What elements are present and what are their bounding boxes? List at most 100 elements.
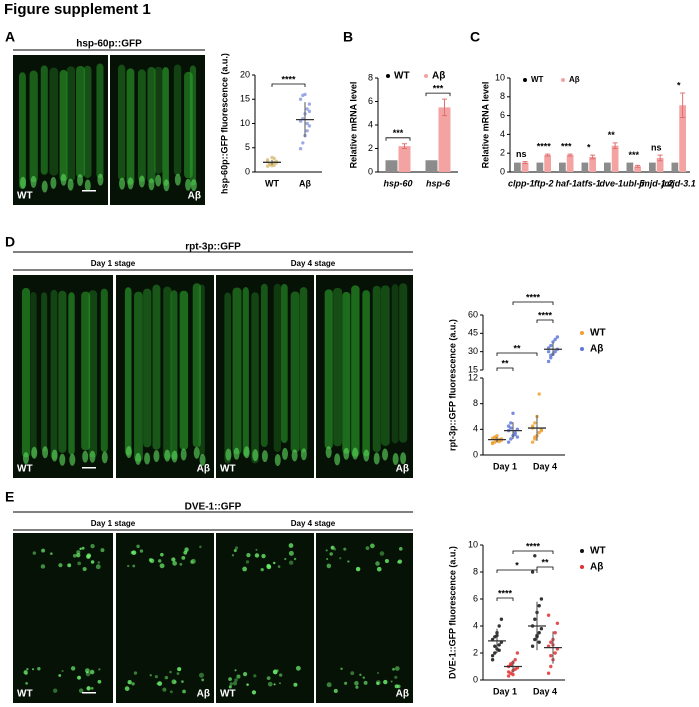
- nucleus: [288, 550, 294, 556]
- worm: [58, 290, 67, 453]
- significance-bracket: [536, 566, 554, 570]
- error-bar: [402, 143, 407, 149]
- panel-label: A: [5, 29, 15, 45]
- x-tick-label: Aβ: [299, 178, 311, 188]
- worm: [137, 69, 146, 182]
- worm-head: [334, 453, 341, 466]
- nucleus: [379, 551, 385, 556]
- nucleus: [260, 567, 264, 572]
- data-point: [272, 163, 276, 167]
- worm-head: [125, 446, 132, 459]
- data-point: [298, 147, 303, 151]
- worm: [59, 69, 68, 182]
- nucleus: [273, 683, 276, 686]
- y-tick-label: 5: [245, 142, 250, 152]
- y-tick-label: 0: [473, 449, 478, 459]
- legend-marker: [580, 549, 584, 553]
- worm: [232, 287, 242, 455]
- nucleus: [245, 560, 250, 564]
- scale-bar: [82, 692, 96, 694]
- data-point: [497, 624, 501, 628]
- worm-head: [148, 178, 155, 191]
- nucleus: [375, 561, 380, 566]
- worm: [280, 283, 288, 444]
- worm: [170, 290, 178, 460]
- worm-head: [153, 449, 160, 462]
- data-point: [490, 441, 495, 445]
- nucleus: [228, 685, 232, 689]
- worm-head: [41, 180, 48, 193]
- image-label: WT: [17, 464, 33, 475]
- x-tick-label: WT: [265, 178, 279, 188]
- data-point: [513, 432, 517, 437]
- data-point: [506, 674, 511, 678]
- worm: [68, 292, 75, 455]
- worm: [173, 64, 182, 176]
- significance-bracket: [271, 83, 306, 87]
- data-point: [530, 644, 535, 648]
- nucleus: [347, 560, 350, 563]
- error-bar: [545, 153, 551, 157]
- y-tick-label: 12: [468, 372, 478, 382]
- worm-head: [180, 448, 187, 461]
- nucleus: [288, 560, 294, 565]
- data-point: [515, 435, 520, 439]
- significance-label: ***: [393, 128, 404, 138]
- data-point: [533, 435, 537, 439]
- nucleus: [232, 681, 238, 686]
- figure-title: Figure supplement 1: [4, 1, 151, 18]
- worm-head: [400, 452, 407, 465]
- nucleus: [82, 566, 87, 572]
- error-bar: [680, 92, 686, 118]
- data-point: [497, 643, 501, 647]
- nucleus: [255, 548, 258, 551]
- significance-label: *: [515, 560, 519, 570]
- worm-head: [392, 452, 399, 465]
- nucleus: [234, 669, 237, 672]
- legend-label: Aβ: [432, 71, 445, 82]
- significance-label: ns: [516, 149, 527, 159]
- data-point: [549, 356, 553, 360]
- y-tick-label: 6: [473, 593, 478, 603]
- nucleus: [234, 546, 239, 550]
- x-tick-label: clpp-1: [508, 178, 535, 188]
- significance-label: ****: [526, 292, 541, 302]
- nucleus: [392, 667, 395, 671]
- significance-label: ****: [537, 142, 552, 152]
- bar: [544, 155, 551, 172]
- nucleus: [169, 670, 172, 674]
- significance-bracket: [512, 550, 554, 554]
- significance-bracket: [496, 569, 538, 573]
- image-label: WT: [17, 191, 33, 202]
- data-point: [530, 440, 535, 444]
- nucleus: [25, 681, 28, 685]
- data-point: [509, 662, 513, 666]
- nucleus: [397, 559, 403, 564]
- image-title: rpt-3p::GFP: [185, 242, 241, 253]
- data-point: [549, 343, 553, 348]
- nucleus: [52, 688, 58, 693]
- worm-head: [193, 446, 200, 459]
- nucleus: [97, 679, 102, 684]
- worm-head: [155, 174, 162, 187]
- nucleus: [78, 688, 84, 693]
- nucleus: [183, 550, 188, 555]
- nucleus: [266, 564, 272, 569]
- nucleus: [326, 682, 332, 688]
- legend-marker: [523, 78, 527, 82]
- worm: [299, 287, 308, 453]
- y-tick-label: 8: [500, 91, 505, 101]
- worm: [147, 66, 156, 184]
- nucleus: [172, 561, 178, 566]
- significance-label: ****: [538, 310, 553, 320]
- nucleus: [340, 667, 343, 671]
- worm: [290, 291, 300, 453]
- worm-head: [144, 452, 151, 465]
- data-point: [533, 421, 537, 425]
- nucleus: [272, 669, 278, 675]
- nucleus: [157, 681, 163, 686]
- legend-label: WT: [590, 546, 606, 557]
- worm-head: [190, 179, 197, 192]
- nucleus: [293, 682, 298, 687]
- nucleus: [295, 665, 301, 671]
